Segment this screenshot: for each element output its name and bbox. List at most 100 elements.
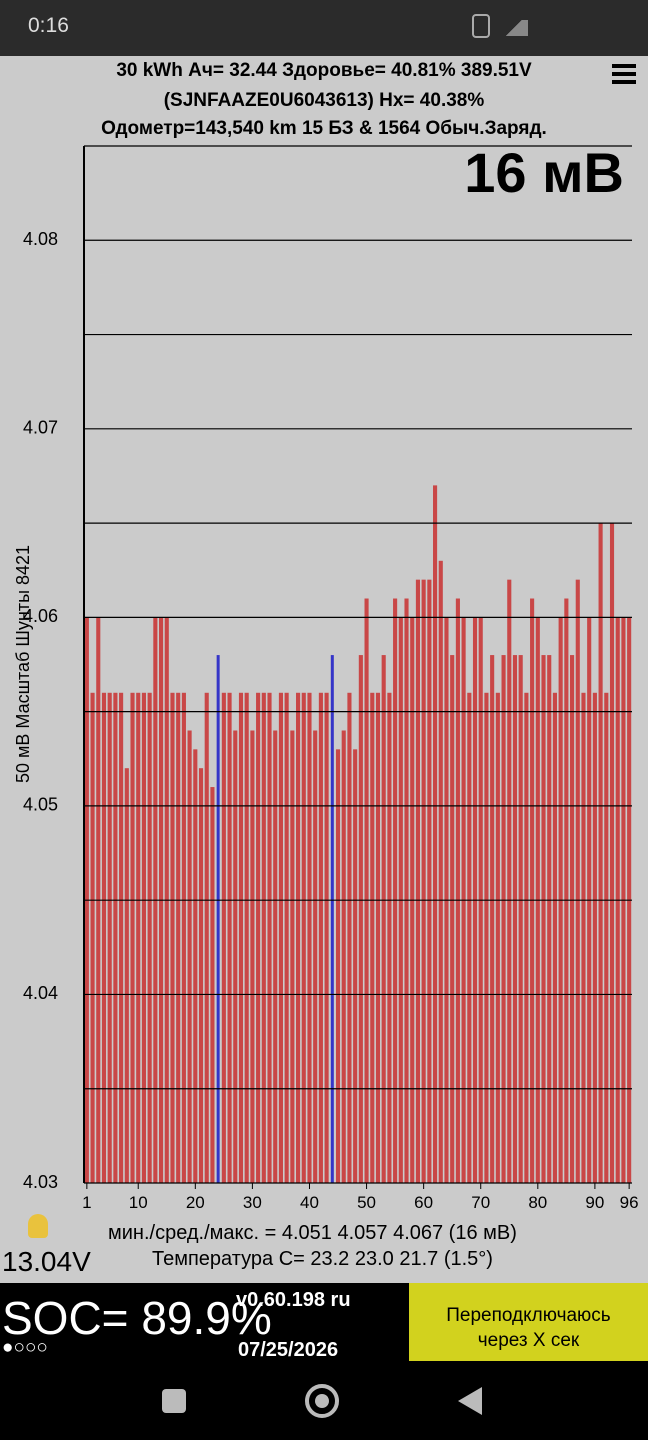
bar — [261, 692, 266, 1183]
shunt-bar — [330, 655, 334, 1183]
bar — [564, 598, 569, 1183]
bar — [404, 598, 409, 1183]
clock: 0:16 — [28, 14, 69, 37]
bar — [421, 579, 426, 1183]
bar — [438, 560, 443, 1183]
x-tick-label: 90 — [585, 1193, 604, 1212]
bar — [484, 692, 489, 1183]
back-button[interactable] — [458, 1387, 482, 1415]
bar — [364, 598, 369, 1183]
x-tick-label: 40 — [300, 1193, 319, 1212]
menu-button[interactable] — [612, 64, 636, 84]
x-tick-label: 80 — [528, 1193, 547, 1212]
soc: SOC= 89.9% — [2, 1292, 272, 1344]
bar — [124, 768, 129, 1183]
bar — [198, 768, 204, 1183]
bar — [609, 523, 615, 1183]
bar — [353, 749, 358, 1183]
bar — [204, 692, 209, 1183]
bar — [181, 692, 186, 1183]
chart: 16 мВ 50 мВ Масштаб Шунты 8421 4.03 4.04 4… — [13, 141, 639, 1212]
bottom-panel: SOC= 89.9% ●○○○ v0.60.198 ru 07/25/2026 … — [0, 1283, 648, 1363]
bar — [455, 598, 460, 1183]
header-line: Одометр=143,540 km 15 БЗ & 1564 Обыч.Зар… — [101, 118, 547, 139]
navigation-bar — [0, 1363, 648, 1440]
bar — [193, 749, 198, 1183]
indicator: ●○○○ — [2, 1337, 48, 1358]
bar — [176, 692, 181, 1183]
bar — [347, 692, 352, 1183]
x-tick-label: 30 — [243, 1193, 262, 1212]
bar — [187, 730, 192, 1183]
bar — [170, 692, 175, 1183]
bar — [495, 692, 500, 1183]
scale-label: 16 мВ — [464, 141, 624, 204]
signal-icon — [500, 20, 528, 36]
bar — [381, 655, 386, 1183]
bar — [136, 692, 141, 1183]
bar — [518, 655, 523, 1183]
y-axis-label: 50 мВ Масштаб Шунты 8421 — [13, 545, 33, 783]
reconnect-button[interactable]: Переподключаюсь через X сек — [409, 1283, 648, 1361]
bulb-icon — [28, 1214, 48, 1238]
y-tick-label: 4.05 — [23, 795, 58, 815]
bar — [427, 579, 432, 1183]
bar — [501, 655, 506, 1183]
bar — [101, 692, 107, 1183]
x-tick-label: 10 — [129, 1193, 148, 1212]
bar — [318, 692, 323, 1183]
bar — [210, 787, 215, 1183]
bar — [141, 692, 146, 1183]
header-line: (SJNFAAZE0U6043613) Hx= 40.38% — [163, 90, 485, 111]
bar — [296, 692, 301, 1183]
bar — [598, 523, 603, 1183]
bar — [450, 655, 455, 1183]
x-tick-label: 70 — [471, 1193, 490, 1212]
recents-button[interactable] — [162, 1389, 186, 1413]
bar — [530, 598, 535, 1183]
bar — [301, 692, 306, 1183]
bar — [552, 692, 557, 1183]
bar — [107, 692, 112, 1183]
y-tick-label: 4.04 — [23, 983, 58, 1003]
home-button[interactable] — [305, 1384, 339, 1418]
bar — [130, 692, 135, 1183]
bar — [335, 749, 341, 1183]
date: 07/25/2026 — [238, 1339, 339, 1361]
stats: мин./сред./макс. = 4.051 4.057 4.067 (16… — [108, 1222, 517, 1244]
bar — [541, 655, 546, 1183]
bar — [307, 692, 312, 1183]
bar — [256, 692, 261, 1183]
version: v0.60.198 ru — [236, 1289, 351, 1311]
bar — [581, 692, 586, 1183]
x-tick-label: 96 — [620, 1193, 639, 1212]
bar — [570, 655, 575, 1183]
bar — [147, 692, 152, 1183]
bar — [370, 692, 375, 1183]
bar — [393, 598, 398, 1183]
bar — [227, 692, 232, 1183]
y-tick-label: 4.07 — [23, 418, 58, 438]
bar — [547, 655, 552, 1183]
header-line: 30 kWh Ач= 32.44 Здоровье= 40.81% 389.51… — [116, 60, 532, 81]
bar — [433, 485, 438, 1183]
y-tick-label: 4.03 — [23, 1172, 58, 1192]
bar — [490, 655, 495, 1183]
bar — [284, 692, 289, 1183]
bar — [592, 692, 597, 1183]
bar — [273, 730, 278, 1183]
bar — [278, 692, 283, 1183]
bar — [221, 692, 226, 1183]
x-tick-label: 60 — [414, 1193, 433, 1212]
status-bar: 0:16 — [0, 0, 648, 56]
aux-voltage: 13.04V — [2, 1246, 91, 1277]
bar — [244, 692, 249, 1183]
bar — [250, 730, 255, 1183]
bar — [512, 655, 518, 1183]
bar — [324, 692, 329, 1183]
bar — [119, 692, 124, 1183]
bar — [524, 692, 529, 1183]
x-tick-label: 50 — [357, 1193, 376, 1212]
